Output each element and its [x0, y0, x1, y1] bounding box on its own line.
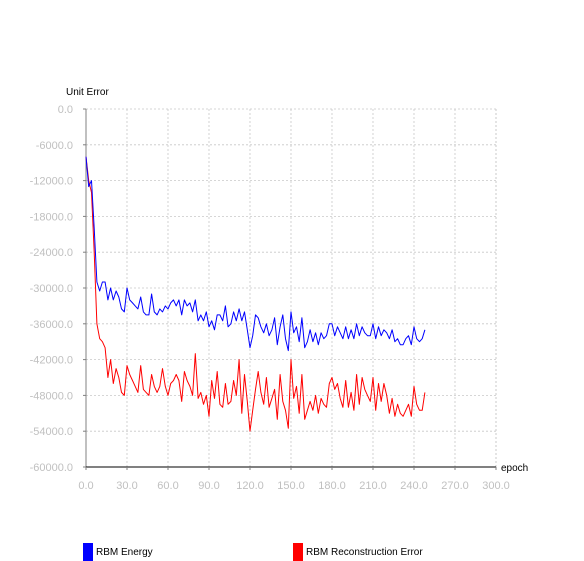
y-axis-title: Unit Error	[66, 87, 109, 98]
series-lines	[85, 156, 426, 432]
series-line	[85, 156, 426, 352]
y-tick-label: -54000.0	[30, 426, 73, 438]
y-tick-label: -36000.0	[30, 319, 73, 331]
x-tick-label: 270.0	[441, 480, 469, 492]
legend-swatch	[83, 543, 93, 561]
x-tick-label: 90.0	[198, 480, 219, 492]
y-tick-label: -48000.0	[30, 390, 73, 402]
legend-swatch	[293, 543, 303, 561]
y-tick-label: 0.0	[58, 104, 73, 116]
y-tick-label: -24000.0	[30, 247, 73, 259]
legend: RBM Energy RBM Reconstruction Error	[83, 543, 423, 561]
series-line	[85, 156, 426, 432]
x-tick-label: 180.0	[318, 480, 346, 492]
x-tick-label: 60.0	[157, 480, 178, 492]
x-tick-label: 0.0	[78, 480, 93, 492]
x-tick-label: 150.0	[277, 480, 305, 492]
y-tick-label: -30000.0	[30, 283, 73, 295]
y-tick-label: -60000.0	[30, 462, 73, 474]
x-axis-title: epoch	[501, 463, 528, 474]
y-tick-label: -12000.0	[30, 176, 73, 188]
y-tick-label: -18000.0	[30, 211, 73, 223]
x-tick-label: 30.0	[116, 480, 137, 492]
x-axis-ticks: 0.0 30.0 60.0 90.0 120.0 150.0 180.0 210.0 240.0…	[78, 467, 510, 492]
y-axis-ticks: 0.0 -6000.0 -12000.0 -18000.0 -24000.0 -30000…	[30, 104, 86, 474]
grid-lines	[86, 108, 497, 468]
x-tick-label: 120.0	[236, 480, 264, 492]
y-tick-label: -42000.0	[30, 355, 73, 367]
x-tick-label: 210.0	[359, 480, 387, 492]
y-tick-label: -6000.0	[36, 140, 73, 152]
x-tick-label: 300.0	[482, 480, 510, 492]
legend-label: RBM Energy	[96, 547, 153, 558]
x-tick-label: 240.0	[400, 480, 428, 492]
legend-label: RBM Reconstruction Error	[306, 547, 423, 558]
